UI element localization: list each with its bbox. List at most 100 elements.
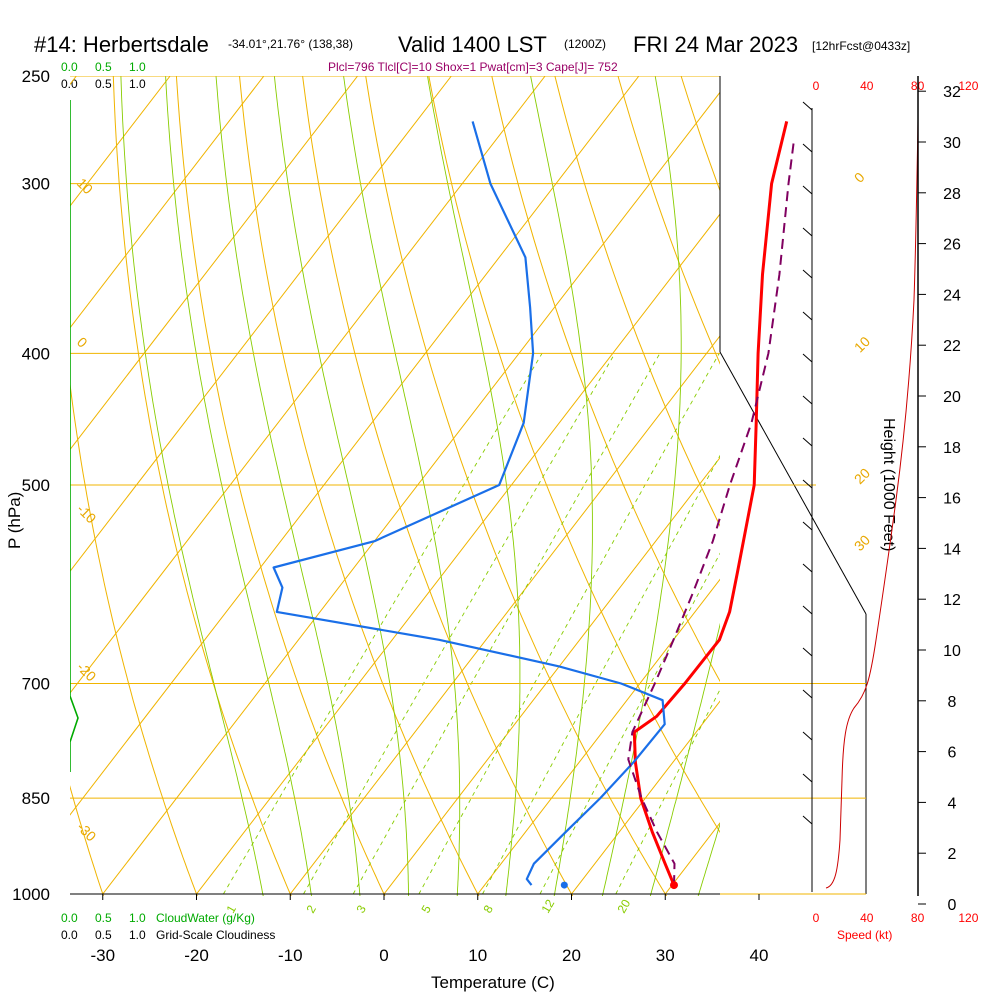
dry-adiabat-label: -10 — [74, 501, 100, 527]
wind-barb — [802, 563, 813, 573]
wind-barb — [802, 731, 813, 741]
cloudwater-label: CloudWater (g/Kg) — [156, 911, 255, 925]
cloudiness-scale-bottom-0: 0.0 — [61, 928, 78, 942]
moist-adiabat-line — [343, 76, 461, 896]
dry-adiabat-line — [491, 76, 720, 683]
mixing-ratio-label: 5 — [418, 902, 434, 915]
height-tick-label: 6 — [948, 745, 957, 762]
height-tick-label: 10 — [943, 643, 961, 660]
moist-adiabat-line — [165, 76, 312, 896]
valid-time: Valid 1400 LST — [398, 32, 547, 57]
cloudwater-scale-bottom-2: 1.0 — [129, 911, 146, 925]
wind-barb — [802, 143, 813, 153]
wind-barb — [802, 269, 813, 279]
pressure-tick-label: 850 — [22, 789, 50, 808]
forecast-label: [12hrFcst@0433z] — [812, 39, 910, 53]
temperature-tick-label: 30 — [656, 946, 675, 965]
temperature-tick-label: 10 — [468, 946, 487, 965]
height-tick-label: 0 — [948, 897, 957, 914]
surface-temperature-marker — [669, 881, 678, 890]
moist-adiabat-line — [273, 76, 410, 896]
isotherm-line — [477, 578, 720, 895]
wind-barb — [802, 773, 813, 783]
mixing-ratio-line — [418, 353, 720, 895]
cloudwater-scale-top-2: 1.0 — [129, 60, 146, 74]
wind-barb — [802, 437, 813, 447]
height-tick-label: 28 — [943, 186, 961, 203]
cloudwater-scale-top-1: 0.5 — [95, 60, 112, 74]
speed-tick-label-bottom: 120 — [958, 911, 978, 925]
wind-barb — [802, 311, 813, 321]
cloudiness-scale-bottom-1: 0.5 — [95, 928, 112, 942]
upper-right-diagonal — [719, 351, 867, 615]
speed-tick-label-bottom: 40 — [860, 911, 874, 925]
cloudiness-label: Grid-Scale Cloudiness — [156, 928, 275, 942]
surface-dewpoint-marker — [560, 881, 568, 889]
height-tick-label: 18 — [943, 440, 961, 457]
moist-adiabat-line — [601, 76, 682, 896]
temperature-tick-label: 40 — [750, 946, 769, 965]
mixing-ratio-label: 3 — [353, 902, 369, 915]
mixing-ratio-line — [223, 353, 543, 895]
valid-date: FRI 24 Mar 2023 — [633, 32, 798, 57]
pressure-tick-label: 250 — [22, 67, 50, 86]
dry-adiabat-label: -30 — [74, 819, 100, 845]
isotherm-line — [853, 76, 1000, 894]
temperature-tick-label: -30 — [90, 946, 115, 965]
isotherm-label: 10 — [851, 333, 873, 355]
sounding-indices: Plcl=796 Tlcl[C]=10 Shox=1 Pwat[cm]=3 Ca… — [328, 60, 618, 74]
dry-adiabat-line — [799, 52, 1000, 923]
pressure-tick-label: 1000 — [12, 885, 50, 904]
cloudiness-scale-top-1: 0.5 — [95, 77, 112, 91]
isotherm-label: 20 — [851, 465, 873, 487]
temperature-axis-title: Temperature (C) — [431, 973, 555, 992]
cloudwater-scale-top-0: 0.0 — [61, 60, 78, 74]
dry-adiabat-line — [680, 76, 720, 192]
height-tick-label: 20 — [943, 389, 961, 406]
mixing-ratio-line — [539, 552, 720, 895]
height-tick-label: 22 — [943, 338, 961, 355]
moist-adiabat-line — [697, 822, 720, 896]
moist-adiabat-line — [427, 76, 521, 896]
dry-adiabat-line — [923, 52, 1000, 923]
wind-barb — [802, 353, 813, 363]
temperature-profile — [632, 121, 789, 886]
pressure-tick-label: 300 — [22, 175, 50, 194]
pressure-tick-label: 400 — [22, 344, 50, 363]
moist-adiabat-line — [215, 76, 361, 896]
height-tick-label: 2 — [948, 846, 957, 863]
height-axis-title: Height (1000 Feet) — [880, 418, 897, 551]
speed-tick-label-bottom: 80 — [911, 911, 925, 925]
mixing-ratio-label: 2 — [303, 902, 319, 915]
wind-barb — [802, 521, 813, 531]
pressure-tick-label: 500 — [22, 476, 50, 495]
wind-barb — [802, 815, 813, 825]
height-tick-label: 14 — [943, 541, 961, 558]
wind-barb — [802, 227, 813, 237]
pressure-axis-title: P (hPa) — [5, 492, 24, 549]
isotherm-line — [70, 76, 265, 329]
cloudiness-scale-top-0: 0.0 — [61, 77, 78, 91]
dry-adiabat-label: 10 — [74, 175, 96, 197]
isotherm-label: 30 — [851, 532, 873, 554]
speed-axis-title: Speed (kt) — [837, 928, 892, 942]
height-tick-label: 4 — [948, 795, 957, 812]
moist-adiabat-line — [737, 52, 1000, 923]
speed-tick-label-top: 0 — [813, 79, 820, 93]
dry-adiabat-label: 0 — [74, 334, 91, 351]
moist-adiabat-line — [120, 76, 264, 896]
wind-barb — [802, 605, 813, 615]
wind-barb — [802, 101, 813, 111]
wind-barb — [802, 395, 813, 405]
dry-adiabat-line — [736, 52, 1000, 923]
height-tick-label: 30 — [943, 135, 961, 152]
height-tick-label: 8 — [948, 694, 957, 711]
dry-adiabat-line — [70, 380, 198, 896]
wind-speed-profile — [825, 119, 919, 889]
cloudwater-scale-bottom-0: 0.0 — [61, 911, 78, 925]
speed-tick-label-bottom: 0 — [813, 911, 820, 925]
wind-column: 0040408080120120 — [802, 79, 979, 925]
